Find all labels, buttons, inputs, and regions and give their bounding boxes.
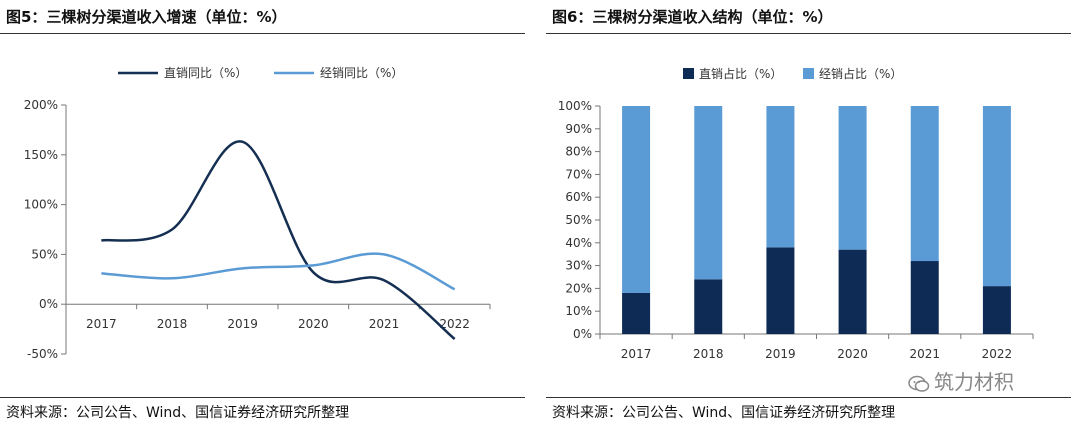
y-tick-label: 80%	[565, 145, 592, 159]
bar-segment-2	[910, 106, 939, 262]
bar-segment-2	[838, 106, 867, 250]
x-tick-label: 2017	[621, 347, 652, 361]
y-tick-label: 90%	[565, 122, 592, 136]
x-tick-label: 2022	[439, 317, 470, 331]
watermark-text: 筑力材积	[934, 370, 1014, 394]
bar-segment-1	[694, 279, 723, 334]
x-tick-label: 2021	[909, 347, 940, 361]
y-tick-label: 0%	[573, 327, 592, 341]
bar-segment-1	[982, 286, 1011, 334]
y-tick-label: 40%	[565, 236, 592, 250]
x-tick-label: 2018	[157, 317, 188, 331]
legend-swatch-1	[683, 68, 694, 79]
figure5-bottom-rule	[0, 397, 525, 398]
figure5-top-rule	[0, 33, 525, 34]
bar-segment-2	[766, 106, 795, 248]
y-tick-label: 50%	[565, 213, 592, 227]
y-tick-label: 60%	[565, 190, 592, 204]
figure6-title: 图6：三棵树分渠道收入结构（单位：%）	[552, 8, 833, 26]
y-tick-label: 0%	[39, 297, 58, 311]
figure6-stacked-bar-chart: 0% 10% 20% 30% 40% 50% 60% 70% 80% 90% 100% 2017 201…	[558, 66, 1034, 361]
y-tick-label: 100%	[24, 198, 58, 212]
legend-label-2: 经销同比（%）	[320, 66, 403, 80]
series-line-2	[101, 252, 456, 291]
y-tick-label: 50%	[31, 247, 58, 261]
y-tick-label: 10%	[565, 304, 592, 318]
figure5-line-chart: -50% 0% 50% 100% 150% 200% 2017 2018 2019 2020 202…	[24, 66, 491, 361]
x-tick-label: 2019	[765, 347, 796, 361]
legend-label-1: 直销占比（%）	[699, 66, 782, 81]
figure5-panel: 图5：三棵树分渠道收入增速（单位：%） -50% 0% 50% 100% 150% 200…	[0, 0, 525, 430]
x-tick-label: 2018	[693, 347, 724, 361]
figure6-bottom-rule	[546, 397, 1071, 398]
figure6-panel: 图6：三棵树分渠道收入结构（单位：%） 0% 10% 20% 30% 40% 50% 60%…	[546, 0, 1071, 430]
bar-segment-1	[766, 247, 795, 334]
bar-segment-2	[622, 106, 651, 293]
y-tick-label: 30%	[565, 259, 592, 273]
y-tick-label: 100%	[558, 99, 592, 113]
legend-label-1: 直销同比（%）	[164, 66, 247, 80]
figure6-top-rule	[546, 33, 1071, 34]
bar-segment-2	[982, 106, 1011, 287]
x-tick-label: 2020	[298, 317, 329, 331]
bar-segment-1	[910, 261, 939, 334]
x-tick-label: 2021	[369, 317, 400, 331]
legend-swatch-2	[803, 68, 814, 79]
watermark: 筑力材积	[908, 366, 1014, 395]
y-tick-label: 150%	[24, 148, 58, 162]
series-line-1	[101, 140, 456, 341]
wechat-icon	[908, 375, 930, 392]
y-tick-label: 70%	[565, 167, 592, 181]
x-tick-label: 2020	[837, 347, 868, 361]
bar-segment-1	[838, 249, 867, 334]
x-tick-label: 2019	[227, 317, 258, 331]
bar-segment-2	[694, 106, 723, 280]
y-tick-label: 20%	[565, 281, 592, 295]
x-tick-label: 2022	[982, 347, 1013, 361]
y-tick-label: 200%	[24, 98, 58, 112]
figure5-title: 图5：三棵树分渠道收入增速（单位：%）	[6, 8, 287, 26]
figure5-source: 资料来源：公司公告、Wind、国信证券经济研究所整理	[6, 405, 350, 421]
y-tick-label: -50%	[27, 347, 58, 361]
figure6-source: 资料来源：公司公告、Wind、国信证券经济研究所整理	[552, 405, 896, 421]
bar-segment-1	[622, 292, 651, 334]
legend-label-2: 经销占比（%）	[819, 66, 902, 81]
x-tick-label: 2017	[86, 317, 117, 331]
